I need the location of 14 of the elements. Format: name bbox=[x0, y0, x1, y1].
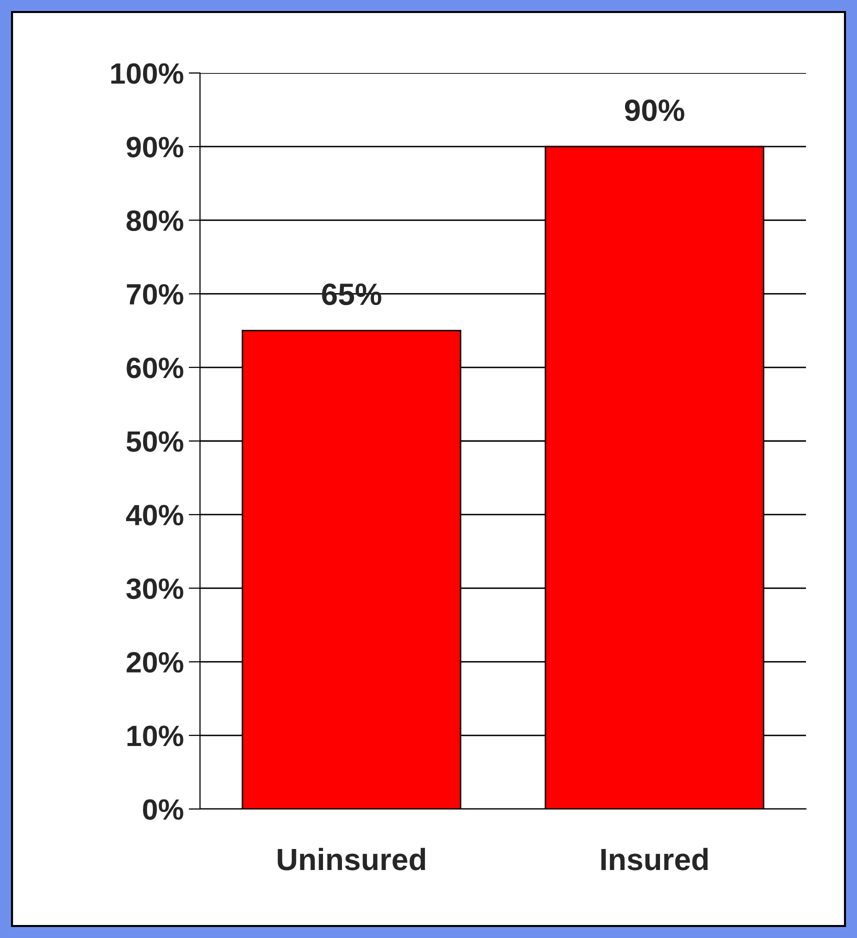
y-tick-label: 60% bbox=[126, 358, 184, 378]
y-tick-label: 20% bbox=[126, 652, 184, 673]
y-tick-label: 0% bbox=[143, 799, 184, 820]
x-tick-label: Insured bbox=[601, 848, 708, 870]
y-tick-label: 30% bbox=[126, 578, 184, 600]
y-tick-label: 40% bbox=[126, 504, 184, 526]
y-tick-label: 10% bbox=[127, 726, 184, 746]
x-tick-label: Uninsured bbox=[278, 848, 426, 870]
y-tick-label: 100% bbox=[111, 63, 184, 84]
y-tick-label: 80% bbox=[126, 210, 184, 232]
y-tick-label: 50% bbox=[126, 431, 184, 452]
y-tick-label: 90% bbox=[126, 136, 184, 158]
y-tick-label: 70% bbox=[126, 284, 184, 305]
data-label: 90% bbox=[624, 99, 684, 122]
